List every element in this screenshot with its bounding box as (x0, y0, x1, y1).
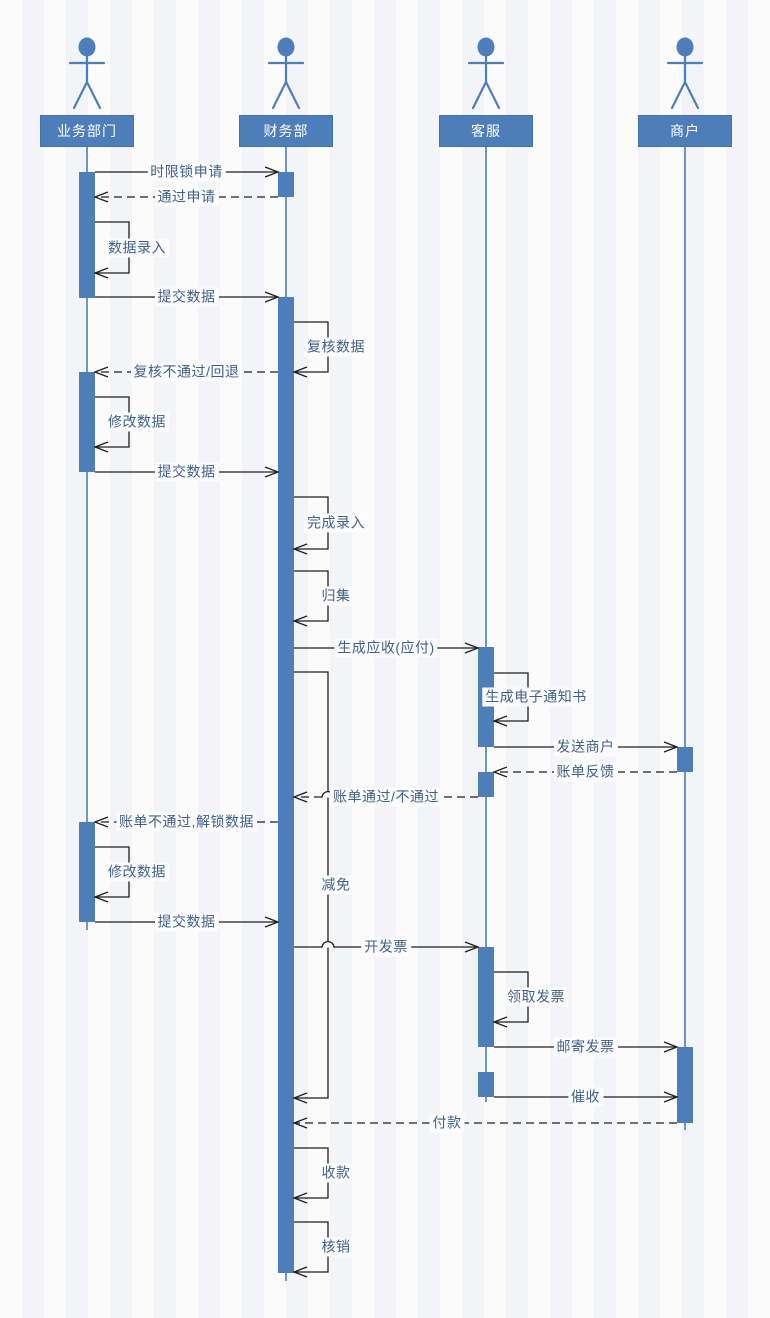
actor-label: 财务部 (263, 123, 309, 139)
message-arrowhead (464, 941, 480, 953)
actor-label: 客服 (471, 123, 501, 139)
message-arrowhead (292, 1192, 308, 1204)
figure-leg-right (284, 80, 301, 110)
activation-bar (79, 822, 95, 922)
message-arrowhead (264, 166, 280, 178)
message-label: 付款 (429, 1113, 465, 1133)
message-label: 领取发票 (504, 987, 568, 1007)
message-label: 账单通过/不通过 (330, 787, 442, 807)
message-label: 提交数据 (154, 912, 219, 932)
message-label: 归集 (318, 586, 354, 606)
stick-figure-icon (68, 37, 106, 110)
activation-bar (278, 297, 294, 1273)
message-label: 修改数据 (105, 862, 169, 882)
message-label: 邮寄发票 (553, 1037, 618, 1057)
message-arrowhead (292, 615, 308, 627)
message-arrowhead (464, 642, 480, 654)
message-label: 收款 (318, 1163, 354, 1183)
message-label: 核销 (318, 1237, 354, 1257)
stick-figure-icon (467, 37, 505, 110)
message-label: 账单反馈 (553, 762, 618, 782)
activation-bar (677, 747, 693, 772)
actor-label: 商户 (670, 123, 700, 139)
activation-bar (278, 172, 294, 197)
message-label: 修改数据 (105, 412, 169, 432)
message-arrowhead (264, 291, 280, 303)
message-arrowhead (492, 715, 508, 727)
message-label: 完成录入 (304, 513, 368, 533)
message-arrowhead (292, 1117, 308, 1129)
message-label: 催收 (568, 1087, 603, 1107)
message-arrowhead (93, 891, 109, 903)
message-label: 复核数据 (304, 337, 368, 357)
message-arrowhead (264, 466, 280, 478)
figure-leg-left (271, 80, 288, 110)
message-arrowhead (663, 1091, 679, 1103)
figure-head (477, 37, 495, 57)
line-hop-arc (321, 940, 335, 948)
message-label: 生成应收(应付) (334, 638, 438, 658)
message-arrowhead (93, 191, 109, 203)
actor-label: 业务部门 (57, 123, 117, 139)
activation-bar (478, 947, 494, 1047)
figure-head (277, 37, 295, 57)
actor-box-0: 业务部门 (40, 115, 134, 147)
message-arrowhead (93, 366, 109, 378)
message-arrowhead (292, 1092, 308, 1104)
activation-bar (79, 172, 95, 298)
message-label: 生成电子通知书 (482, 687, 590, 707)
figure-leg-left (670, 80, 687, 110)
stick-figure-icon (267, 37, 305, 110)
stick-figure-icon (666, 37, 704, 110)
message-label: 账单不通过,解锁数据 (116, 812, 257, 832)
figure-leg-left (72, 80, 89, 110)
actor-box-1: 财务部 (239, 115, 333, 147)
message-label: 通过申请 (154, 187, 219, 207)
actor-box-3: 商户 (638, 115, 732, 147)
figure-head (676, 37, 694, 57)
message-label: 提交数据 (154, 287, 219, 307)
message-arrowhead (663, 741, 679, 753)
activation-bar (478, 772, 494, 797)
message-arrowhead (93, 267, 109, 279)
message-label: 发送商户 (553, 737, 618, 757)
figure-leg-right (484, 80, 501, 110)
activation-bar (478, 1072, 494, 1097)
actor-box-2: 客服 (439, 115, 533, 147)
message-label: 时限锁申请 (147, 162, 226, 182)
message-arrowhead (93, 441, 109, 453)
message-arrowhead (264, 916, 280, 928)
message-label: 减免 (318, 875, 354, 895)
figure-leg-left (471, 80, 488, 110)
message-arrowhead (93, 816, 109, 828)
message-arrowhead (492, 766, 508, 778)
message-arrowhead (663, 1041, 679, 1053)
activation-bar (79, 372, 95, 472)
message-arrowhead (292, 791, 308, 803)
message-arrowhead (492, 1016, 508, 1028)
message-label: 数据录入 (105, 238, 169, 257)
activation-bar (677, 1047, 693, 1123)
figure-head (78, 37, 96, 57)
message-arrowhead (292, 366, 308, 378)
figure-leg-right (85, 80, 102, 110)
message-arrowhead (292, 1266, 308, 1278)
figure-leg-right (683, 80, 700, 110)
message-label: 复核不通过/回退 (130, 362, 243, 382)
message-label: 提交数据 (154, 462, 219, 482)
message-label: 开发票 (361, 937, 411, 957)
message-arrowhead (292, 543, 308, 555)
